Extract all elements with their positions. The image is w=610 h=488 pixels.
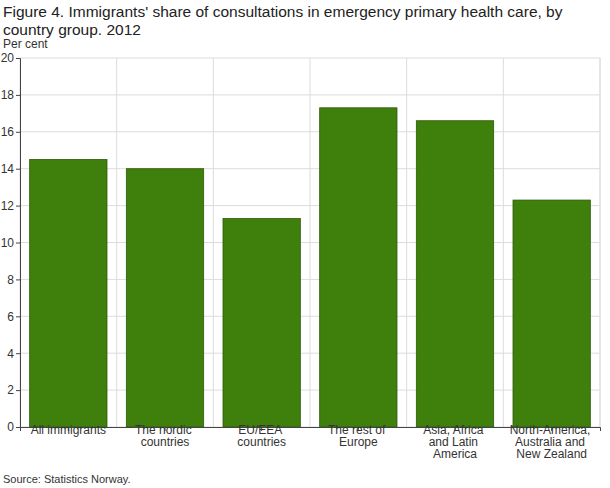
tick: 6 bbox=[7, 310, 20, 324]
tick-mark bbox=[16, 279, 20, 280]
y-axis-title: Per cent bbox=[3, 37, 48, 51]
tick: Asia, Africa and Latin America bbox=[423, 423, 486, 461]
tick: 20 bbox=[1, 51, 20, 65]
tick-label: 20 bbox=[1, 51, 15, 65]
tick-mark bbox=[16, 132, 20, 133]
y-axis: 0 2 4 6 8 10 12 14 16 18 20 bbox=[1, 51, 21, 434]
tick: EU/EEA countries bbox=[237, 423, 286, 449]
text-line: Figure 4. Immigrants' share of consultat… bbox=[3, 3, 567, 20]
tick: 8 bbox=[7, 273, 20, 287]
text-line: America bbox=[433, 447, 477, 461]
source: Source: Statistics Norway. bbox=[3, 473, 131, 485]
tick-label: The nordic countries bbox=[135, 423, 195, 449]
bar bbox=[416, 121, 493, 427]
tick-label: 12 bbox=[1, 199, 15, 213]
grid bbox=[20, 58, 600, 427]
tick: 12 bbox=[1, 199, 20, 213]
tick: 0 bbox=[7, 420, 20, 434]
bars bbox=[30, 108, 591, 427]
tick: All immigrants bbox=[31, 423, 106, 437]
tick-label: All immigrants bbox=[31, 423, 106, 437]
tick-label: 2 bbox=[7, 383, 14, 397]
tick-mark bbox=[16, 95, 20, 96]
tick: 10 bbox=[1, 236, 20, 250]
tick-label: 10 bbox=[1, 236, 15, 250]
tick-mark bbox=[16, 169, 20, 170]
tick: 16 bbox=[1, 125, 20, 139]
bar bbox=[513, 200, 590, 427]
axis-line bbox=[16, 59, 21, 428]
text-line: All immigrants bbox=[31, 423, 106, 437]
tick: 18 bbox=[1, 88, 20, 102]
grid-line-x bbox=[600, 58, 601, 427]
bar bbox=[126, 169, 203, 427]
tick-mark bbox=[16, 353, 20, 354]
bar bbox=[223, 219, 300, 427]
chart: Figure 4. Immigrants' share of consultat… bbox=[0, 0, 610, 488]
tick-mark bbox=[16, 427, 20, 428]
x-axis: All immigrants The nordic countries EU/EEA… bbox=[21, 423, 601, 461]
tick-label: 14 bbox=[1, 162, 15, 176]
tick-mark bbox=[16, 206, 20, 207]
title: Figure 4. Immigrants' share of consultat… bbox=[3, 3, 567, 38]
tick: The rest of Europe bbox=[328, 423, 389, 449]
grid-line-x bbox=[116, 58, 117, 427]
text-line: Europe bbox=[339, 435, 378, 449]
tick: North-America, Australia and New Zealand bbox=[510, 423, 594, 461]
grid-line-x bbox=[600, 58, 601, 427]
tick-label: 0 bbox=[7, 420, 14, 434]
tick-label: The rest of Europe bbox=[328, 423, 389, 449]
tick-label: 4 bbox=[7, 347, 14, 361]
tick-label: 18 bbox=[1, 88, 15, 102]
tick: 2 bbox=[7, 383, 20, 397]
plot: 0 2 4 6 8 10 12 14 16 18 20 All immigrants The nordi… bbox=[1, 51, 601, 461]
tick: 14 bbox=[1, 162, 20, 176]
tick-label: 8 bbox=[7, 273, 14, 287]
grid-line-x bbox=[406, 58, 407, 427]
tick-label: Asia, Africa and Latin America bbox=[423, 423, 486, 461]
tick-mark bbox=[16, 58, 20, 59]
tick-mark bbox=[16, 243, 20, 244]
text-line: countries bbox=[141, 435, 190, 449]
tick-mark bbox=[16, 390, 20, 391]
bar bbox=[320, 108, 397, 427]
tick-mark bbox=[16, 316, 20, 317]
tick-label: 6 bbox=[7, 310, 14, 324]
grid-line-x bbox=[503, 58, 504, 427]
tick: 4 bbox=[7, 347, 20, 361]
text-line: country group. 2012 bbox=[3, 21, 141, 38]
tick-label: 16 bbox=[1, 125, 15, 139]
tick: The nordic countries bbox=[135, 423, 195, 449]
bar bbox=[30, 159, 107, 427]
text-line: New Zealand bbox=[516, 447, 587, 461]
grid-line-x bbox=[310, 58, 311, 427]
text-line: countries bbox=[237, 435, 286, 449]
tick-label: North-America, Australia and New Zealand bbox=[510, 423, 594, 461]
grid-line-x bbox=[213, 58, 214, 427]
tick-label: EU/EEA countries bbox=[237, 423, 286, 449]
